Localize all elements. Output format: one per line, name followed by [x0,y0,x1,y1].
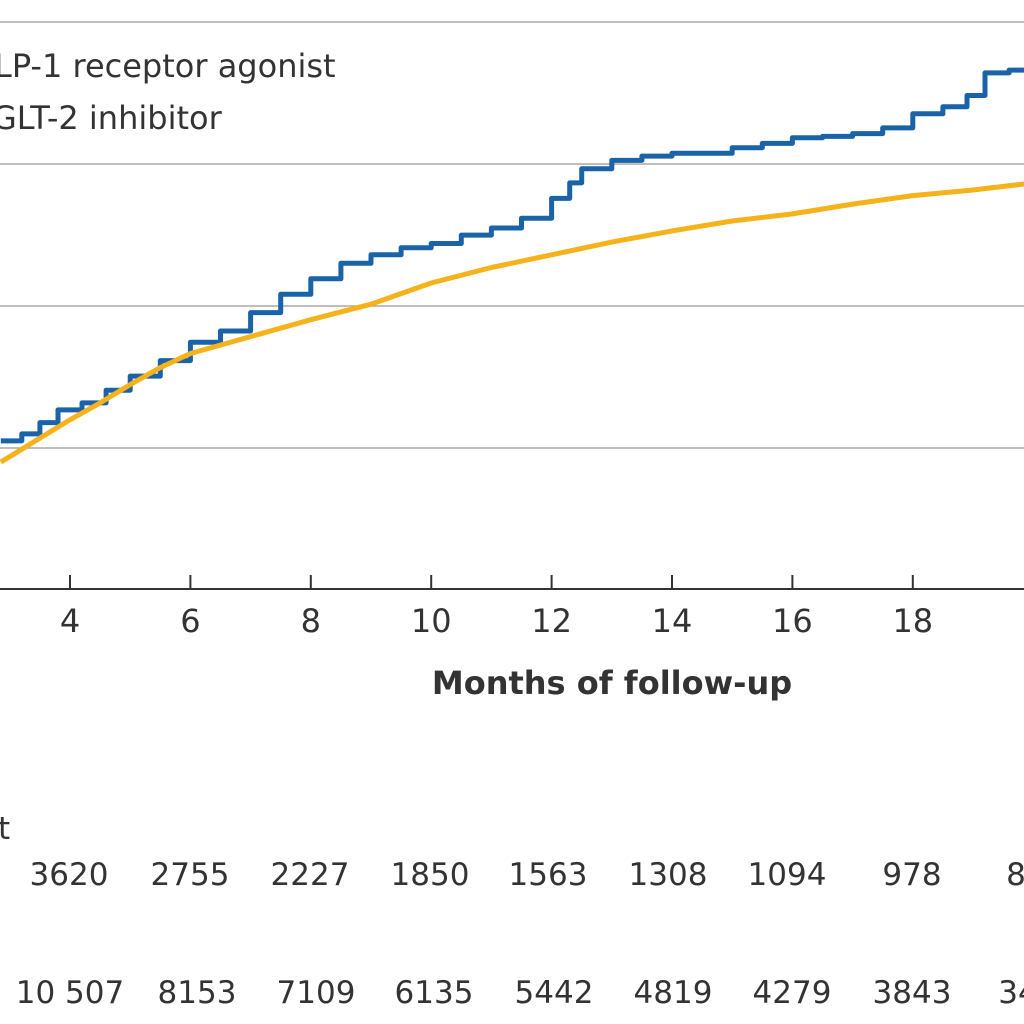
risk-row2-cell: 7109 [277,975,356,1011]
x-tick-label-14: 14 [652,602,693,640]
risk-row2-cell: 6135 [395,975,474,1011]
number-at-risk-table: t 3620 2755 2227 1850 1563 1308 1094 978 8 5 10 50… [0,811,1024,1011]
x-tick-label-16: 16 [772,602,813,640]
risk-row1-cell: 2227 [271,857,350,893]
legend-entry-sglt2: GLT-2 inhibitor [0,99,223,137]
risk-row1-cell: 1094 [748,857,827,893]
risk-row2-cell: 5442 [515,975,594,1011]
risk-row2-cell: 4819 [634,975,713,1011]
legend-entry-glp1: LP-1 receptor agonist [0,47,336,85]
risk-row1-cell: 3620 [30,857,109,893]
risk-row2-cell: 10 507 [16,975,124,1011]
gridlines [0,21,1024,449]
risk-row2-cell: 34 [998,975,1024,1011]
risk-row2-cell: 4279 [753,975,832,1011]
risk-table-header: t [0,811,10,847]
x-tick-label-6: 6 [180,602,200,640]
x-axis: 46810121416182 [0,575,1024,640]
x-tick-label-4: 4 [60,602,80,640]
x-tick-label-12: 12 [531,602,572,640]
legend: LP-1 receptor agonist GLT-2 inhibitor [0,47,336,137]
risk-row2-cell: 5 [0,975,2,1011]
risk-row1-cell: 1563 [509,857,588,893]
x-tick-label-8: 8 [301,602,321,640]
risk-row1-cell: 1850 [391,857,470,893]
series-line-sglt2 [0,181,1024,465]
risk-row2-cell: 8153 [158,975,237,1011]
risk-row1-cell: 2755 [151,857,230,893]
x-tick-label-18: 18 [892,602,933,640]
risk-row1-cell: 978 [882,857,941,893]
risk-row1-cell: 1308 [629,857,708,893]
risk-row1-cell: 8 [1006,857,1024,893]
x-axis-title: Months of follow-up [432,664,792,702]
x-tick-label-10: 10 [411,602,452,640]
series-lines [0,67,1024,465]
risk-row2-cell: 3843 [873,975,952,1011]
